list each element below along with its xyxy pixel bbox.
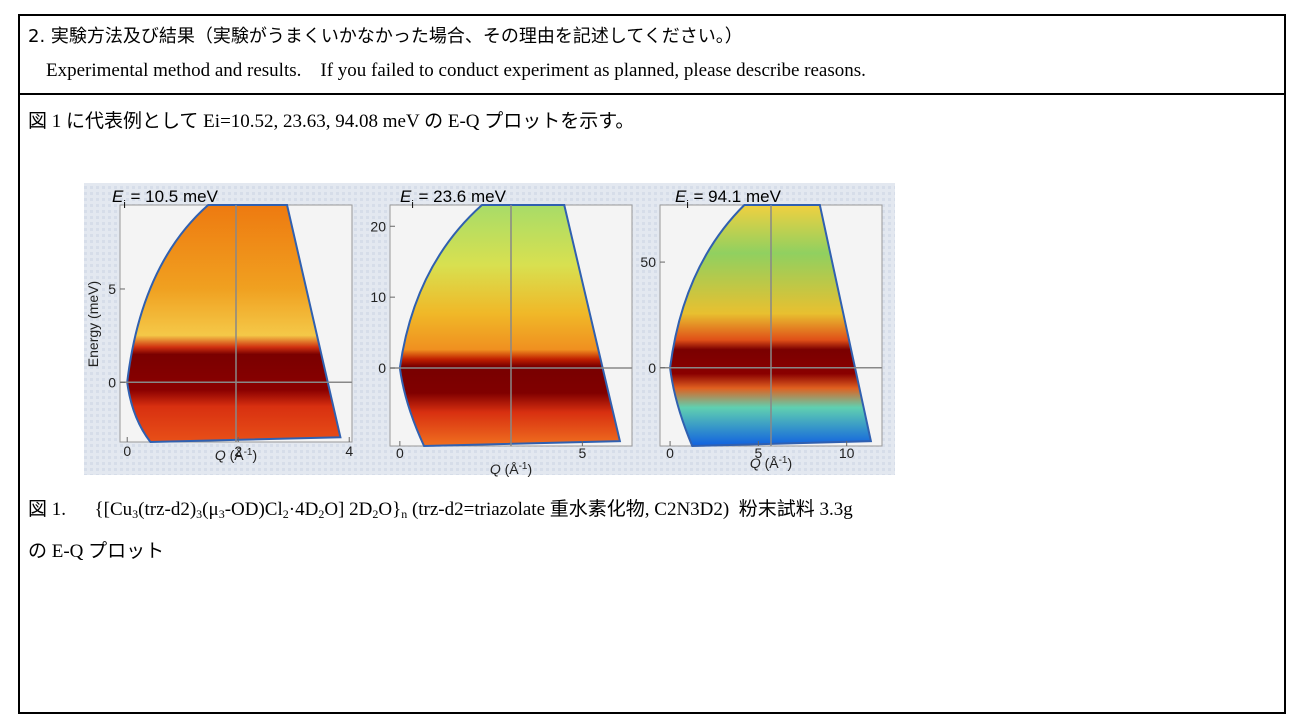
y-tick-label: 10 — [370, 289, 386, 305]
text-run: E — [400, 187, 412, 206]
y-tick-label: 0 — [108, 374, 116, 390]
figure: 05024Q (Å-1)Ei = 10.5 meVEnergy (meV)010… — [0, 0, 1306, 704]
text-run: = 23.6 meV — [414, 187, 507, 206]
x-tick-label: 5 — [578, 445, 586, 461]
text-run: Q — [750, 455, 761, 471]
page: {"header": {"title": "2. 実験方法及び結果（実験がうまく… — [0, 0, 1306, 704]
y-tick-label: 5 — [108, 281, 116, 297]
x-tick-label: 0 — [123, 443, 131, 459]
text-run: = 94.1 meV — [689, 187, 782, 206]
text-run: ) — [253, 447, 258, 463]
text-run: E — [112, 187, 124, 206]
x-tick-label: 0 — [666, 445, 674, 461]
text-run: (Å — [226, 447, 245, 463]
text-run: ) — [788, 455, 793, 471]
text-run: (Å — [761, 455, 780, 471]
y-tick-label: 0 — [648, 360, 656, 376]
x-tick-label: 4 — [345, 443, 353, 459]
y-tick-label: 50 — [640, 254, 656, 270]
y-axis-label: Energy (meV) — [85, 281, 101, 367]
y-tick-label: 20 — [370, 218, 386, 234]
text-run: ) — [528, 461, 533, 477]
text-run: = 10.5 meV — [126, 187, 219, 206]
text-run: (Å — [501, 461, 520, 477]
x-tick-label: 0 — [396, 445, 404, 461]
text-run: E — [675, 187, 687, 206]
x-tick-label: 10 — [839, 445, 855, 461]
y-tick-label: 0 — [378, 360, 386, 376]
text-run: Q — [215, 447, 226, 463]
text-run: Q — [490, 461, 501, 477]
